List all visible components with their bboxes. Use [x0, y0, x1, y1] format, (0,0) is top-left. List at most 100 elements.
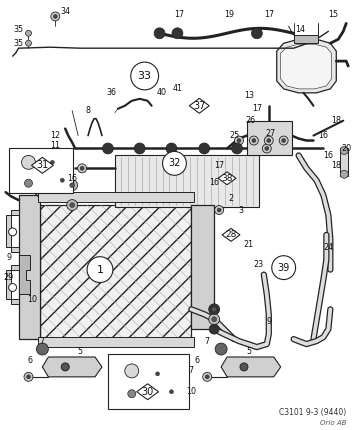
Text: 19: 19 — [224, 10, 234, 19]
Text: 30: 30 — [142, 387, 154, 397]
Text: 37: 37 — [193, 101, 206, 111]
Circle shape — [67, 200, 78, 211]
Circle shape — [70, 183, 75, 187]
Circle shape — [282, 138, 286, 142]
Text: 26: 26 — [246, 116, 256, 125]
Circle shape — [200, 144, 209, 153]
Circle shape — [251, 28, 262, 39]
Bar — [38, 337, 194, 347]
Text: 10: 10 — [186, 387, 196, 396]
Circle shape — [48, 158, 57, 167]
Circle shape — [50, 160, 54, 164]
Text: 20: 20 — [341, 144, 351, 153]
Circle shape — [58, 176, 67, 185]
Circle shape — [70, 203, 75, 208]
Circle shape — [265, 147, 269, 150]
Circle shape — [215, 206, 224, 215]
Text: 16: 16 — [67, 174, 77, 183]
Bar — [115, 155, 259, 207]
Circle shape — [209, 324, 219, 334]
Text: C3101 9-3 (9440): C3101 9-3 (9440) — [279, 408, 346, 417]
Text: 16: 16 — [323, 151, 333, 160]
Text: 13: 13 — [244, 91, 254, 100]
Text: 12: 12 — [50, 131, 60, 140]
Circle shape — [60, 178, 64, 182]
Circle shape — [87, 257, 113, 283]
Text: 9: 9 — [6, 253, 11, 262]
Circle shape — [9, 283, 17, 292]
Circle shape — [232, 143, 243, 154]
Circle shape — [25, 31, 31, 36]
Circle shape — [202, 147, 206, 150]
Text: Orio AB: Orio AB — [320, 421, 346, 427]
Circle shape — [163, 151, 186, 175]
Circle shape — [166, 143, 177, 154]
Circle shape — [340, 147, 348, 154]
Text: 40: 40 — [157, 89, 166, 97]
Polygon shape — [277, 39, 336, 93]
Text: 38: 38 — [221, 174, 233, 183]
Circle shape — [252, 138, 256, 142]
Circle shape — [156, 372, 159, 376]
Circle shape — [128, 390, 136, 398]
Circle shape — [272, 256, 296, 280]
Circle shape — [233, 144, 241, 153]
Circle shape — [169, 390, 174, 394]
Text: 41: 41 — [172, 84, 182, 93]
Circle shape — [80, 166, 84, 170]
Circle shape — [51, 12, 60, 21]
Circle shape — [67, 180, 78, 190]
Circle shape — [24, 372, 33, 381]
Text: 28: 28 — [225, 230, 237, 240]
Text: 18: 18 — [331, 116, 341, 125]
Text: 6: 6 — [28, 356, 33, 366]
Text: 25: 25 — [229, 131, 239, 140]
Circle shape — [103, 144, 112, 153]
Circle shape — [154, 28, 165, 39]
Circle shape — [199, 143, 210, 154]
Circle shape — [134, 143, 145, 154]
Text: 7: 7 — [40, 337, 45, 346]
Text: 39: 39 — [278, 263, 290, 273]
Circle shape — [217, 208, 221, 212]
Bar — [9, 148, 73, 193]
Text: 15: 15 — [328, 10, 338, 19]
Bar — [38, 192, 194, 202]
Circle shape — [340, 170, 348, 178]
Text: 11: 11 — [50, 141, 60, 150]
Circle shape — [167, 144, 176, 153]
Circle shape — [167, 387, 176, 396]
Circle shape — [264, 136, 273, 145]
Text: 36: 36 — [107, 89, 117, 97]
Circle shape — [37, 343, 48, 355]
Circle shape — [78, 164, 87, 173]
Circle shape — [212, 307, 216, 312]
Circle shape — [205, 375, 209, 379]
Circle shape — [267, 138, 271, 142]
Text: 33: 33 — [138, 71, 152, 81]
Circle shape — [153, 369, 162, 378]
Bar — [294, 35, 319, 43]
Polygon shape — [19, 195, 40, 339]
Polygon shape — [281, 44, 331, 89]
Text: 17: 17 — [264, 10, 274, 19]
Circle shape — [235, 147, 239, 150]
Text: 7: 7 — [205, 337, 210, 346]
Circle shape — [102, 143, 113, 154]
Text: 16: 16 — [209, 178, 219, 187]
Circle shape — [125, 364, 139, 378]
Circle shape — [131, 62, 158, 90]
Polygon shape — [189, 98, 209, 113]
Text: 7: 7 — [189, 366, 194, 375]
Circle shape — [26, 375, 31, 379]
Circle shape — [240, 363, 248, 371]
Circle shape — [25, 179, 32, 187]
Circle shape — [9, 228, 17, 236]
Circle shape — [138, 147, 142, 150]
Text: 21: 21 — [244, 240, 254, 249]
Circle shape — [262, 144, 271, 153]
Circle shape — [279, 136, 288, 145]
Text: 17: 17 — [252, 104, 262, 113]
Text: 8: 8 — [86, 106, 90, 115]
Text: 14: 14 — [296, 25, 306, 34]
